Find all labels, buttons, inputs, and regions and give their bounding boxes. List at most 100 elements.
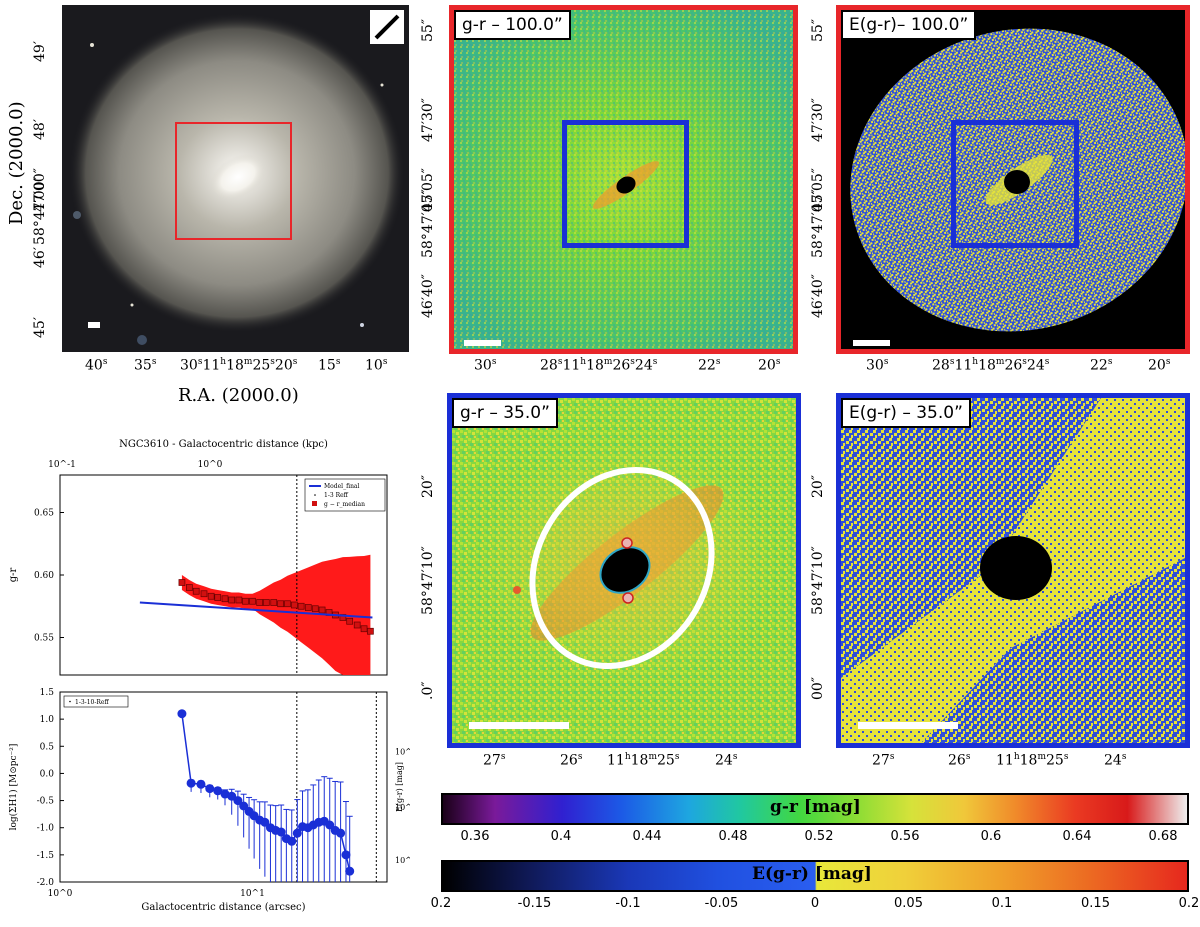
- data-point: [339, 614, 347, 621]
- data-point: [284, 600, 291, 608]
- gr35-xtick: 11h18m25s: [607, 752, 680, 769]
- data-point: [360, 625, 368, 633]
- optical-xtick: 15s: [318, 357, 341, 374]
- optical-ylabel: Dec. (2000.0): [6, 101, 27, 225]
- data-point: [186, 778, 196, 788]
- ytick-label: -2.0: [37, 878, 55, 888]
- data-point: [235, 596, 243, 604]
- data-point: [249, 597, 256, 605]
- optical-xtick: 30s11h18m25s20s: [180, 357, 298, 374]
- gr-profile-chart: NGC3610 - Galactocentric distance (kpc) 1…: [8, 439, 388, 676]
- egr35-ytick: 58°47′10″: [810, 546, 826, 615]
- top-xtick: 10^-1: [48, 460, 76, 470]
- data-point: [292, 828, 302, 838]
- data-point: [214, 594, 222, 601]
- chart-title: NGC3610 - Galactocentric distance (kpc): [119, 439, 328, 450]
- data-point: [297, 602, 305, 610]
- colorbar-tick: 0.52: [804, 829, 834, 844]
- ytick-label: 0.55: [34, 634, 54, 644]
- colorbar-tick: 0.68: [1148, 829, 1178, 844]
- data-point: [336, 828, 346, 838]
- data-point: [277, 600, 284, 608]
- data-point: [233, 796, 243, 806]
- x-axis-label: Galactocentric distance (arcsec): [141, 902, 305, 913]
- egr35-xtick: 27s: [872, 752, 895, 769]
- colorbar-tick: 0.2: [430, 896, 452, 911]
- scale-bar: [88, 322, 100, 328]
- ytick-label: -0.5: [37, 797, 55, 807]
- egr100-ytick: 46′40″: [810, 273, 826, 318]
- ytick-label: 1.0: [40, 715, 55, 725]
- colorbar-tick: 0.48: [718, 829, 748, 844]
- colorbar-tick: 0: [810, 896, 820, 911]
- scale-bar: [858, 722, 958, 729]
- panel-title: E(g-r) – 35.0”: [841, 398, 971, 428]
- legend-box: [63, 695, 129, 708]
- colorbar-tick: 0.15: [1081, 896, 1110, 911]
- gr100-xtick: 30s: [474, 357, 497, 374]
- gr100-ytick: 46′40″: [420, 273, 436, 318]
- data-point: [196, 779, 206, 789]
- error-envelope: [181, 554, 371, 675]
- y-axis-label: g-r: [8, 568, 19, 583]
- egr-35-panel: E(g-r) – 35.0”: [836, 393, 1190, 748]
- data-point: [192, 587, 200, 595]
- gr35-ytick: .0″: [420, 681, 436, 700]
- gr35-ytick: 58°47′10″: [420, 546, 436, 615]
- data-point: [341, 850, 351, 860]
- colorbar-tick: -0.1: [615, 896, 641, 911]
- red-zoom-box: [175, 122, 292, 240]
- colorbar-egr: [441, 860, 1189, 892]
- gr100-ytick: 55″: [420, 18, 436, 42]
- data-point: [177, 709, 187, 719]
- gr100-ytick: 58°47′05″: [420, 189, 436, 258]
- colorbar-tick: 0.05: [894, 896, 923, 911]
- gr35-xtick: 26s: [560, 752, 583, 769]
- right-y-axis-label: E(g-r) [mag]: [395, 762, 404, 812]
- legend-label: Model_final: [324, 483, 360, 490]
- egr100-xtick: 30s: [866, 357, 889, 374]
- egr100-ytick: 58°47′05″: [810, 189, 826, 258]
- data-point: [178, 579, 186, 586]
- optical-ytick: 48′: [32, 119, 48, 140]
- xtick-label: 10^0: [48, 889, 73, 899]
- egr100-xtick: 22s: [1090, 357, 1113, 374]
- data-point: [221, 595, 229, 603]
- gr100-ytick: 47′30″: [420, 97, 436, 142]
- egr35-xtick: 26s: [948, 752, 971, 769]
- egr35-xtick: 24s: [1104, 752, 1127, 769]
- right-ytick-label: 10^-3: [395, 856, 410, 865]
- data-point: [304, 604, 312, 611]
- egr100-ytick: 47′30″: [810, 97, 826, 142]
- optical-ytick: 45′: [32, 317, 48, 338]
- colorbar-tick: 0.2: [1178, 896, 1200, 911]
- y-axis-label: log(ΣH1) [M⊙pc⁻²]: [8, 744, 19, 831]
- data-point: [345, 866, 355, 876]
- colorbar-gr: [441, 793, 1189, 825]
- data-point: [325, 820, 335, 830]
- legend-label: 1-3-10-Reff: [75, 699, 109, 706]
- legend-label: g − r_median: [324, 501, 365, 508]
- data-point: [262, 599, 270, 606]
- scale-bar: [464, 340, 501, 346]
- colorbar-gr-label: g-r [mag]: [770, 797, 861, 817]
- data-point: [318, 606, 326, 614]
- model-line: [139, 601, 373, 619]
- gr35-xtick: 27s: [483, 752, 506, 769]
- gr100-xtick: 28s11h18m26s24s: [540, 357, 658, 374]
- data-point: [276, 827, 286, 837]
- optical-xlabel: R.A. (2000.0): [178, 385, 299, 406]
- plot-frame: [59, 691, 388, 883]
- panel-title: E(g-r)– 100.0”: [841, 10, 977, 40]
- colorbar-tick: 0.36: [460, 829, 490, 844]
- optical-ytick: 49′: [32, 41, 48, 62]
- optical-xtick: 10s: [365, 357, 388, 374]
- orientation-box: [370, 10, 404, 44]
- blue-zoom-box: [562, 120, 689, 248]
- colorbar-tick: -0.05: [704, 896, 739, 911]
- right-ytick-label: 10^-2: [395, 803, 410, 812]
- ytick-label: 0.5: [40, 742, 55, 752]
- optical-xtick: 35s: [134, 357, 157, 374]
- colorbar-tick: 0.56: [890, 829, 920, 844]
- sigma-profile-chart: 1.5 1.0 0.5 0.0 -0.5 -1.0 -1.5 -2.010^0 10^1 Gala…: [8, 688, 410, 913]
